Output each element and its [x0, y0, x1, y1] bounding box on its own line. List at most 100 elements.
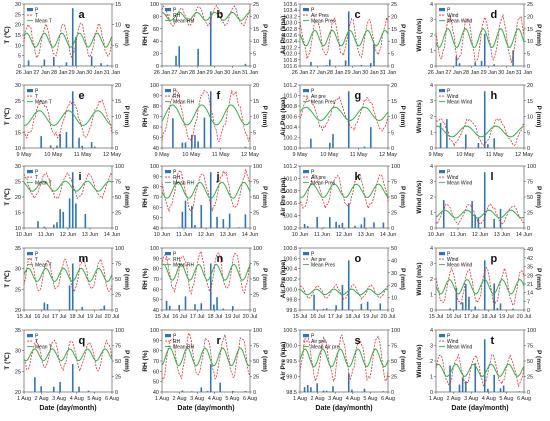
y-tick-label: 80	[153, 349, 159, 355]
series-line-rh	[161, 250, 251, 295]
series-line-mean-wind	[435, 125, 525, 138]
legend-label: T	[35, 175, 38, 181]
x-tick-label: 26 Jan	[428, 70, 445, 76]
y-axis-label: Air Pre (kpa)	[280, 16, 287, 55]
precip-bar	[71, 91, 74, 148]
precip-bar	[483, 260, 486, 310]
y2-tick-label: 5	[115, 43, 118, 49]
y2-tick-label: 75	[115, 344, 121, 350]
precip-bar	[200, 303, 203, 310]
y-tick-label: 70	[153, 195, 159, 201]
precip-bar	[468, 65, 470, 66]
y-tick-label: 2	[430, 33, 433, 39]
y2-tick-label: 10	[391, 296, 397, 302]
y-tick-label: 20	[153, 52, 159, 58]
legend-label: T	[35, 257, 38, 263]
precip-bar	[87, 390, 90, 392]
series-line-wind	[435, 353, 525, 388]
precip-bar	[197, 141, 199, 148]
panel-c: 101.6101.8102.0102.2102.4102.6102.8103.0…	[280, 2, 406, 76]
x-tick-label: 14 Jun	[104, 232, 121, 238]
x-tick-label: 10 May	[456, 152, 474, 158]
y2-tick-label: 50	[253, 277, 259, 283]
y2-tick-label: 50	[115, 195, 121, 201]
y-tick-label: 101.2	[283, 164, 297, 170]
y-axis-label: Air Pre (kpa)	[280, 260, 287, 299]
y-tick-label: 100.6	[283, 201, 297, 207]
x-tick-label: 10 Jun	[292, 232, 309, 238]
y-tick-label: 15	[15, 33, 21, 39]
precip-bar	[347, 373, 350, 392]
precip-bar	[94, 146, 96, 148]
legend-swatch	[27, 170, 33, 174]
precip-bar	[228, 213, 231, 228]
precip-bar	[474, 306, 477, 310]
y2-tick-label: 50	[527, 359, 533, 365]
precip-bar	[181, 142, 184, 148]
y-tick-label: 25	[15, 369, 21, 375]
y-tick-label: 80	[153, 267, 159, 273]
x-tick-label: 28 Jan	[327, 70, 344, 76]
series-line-mean-air-pre	[299, 348, 389, 368]
y-tick-label: 20	[15, 115, 21, 121]
precip-bar	[71, 172, 74, 228]
y-axis-label: Wind (m/s)	[416, 344, 423, 377]
precip-bar	[184, 142, 187, 148]
y-tick-label: 3	[430, 18, 433, 24]
series-line-air-pre	[299, 333, 389, 383]
y2-tick-label: 75	[253, 344, 259, 350]
x-tick-label: 13 Jun	[494, 232, 511, 238]
x-tick-label: 14 Jun	[380, 232, 397, 238]
precip-bar	[81, 145, 83, 148]
legend-label: P	[447, 88, 451, 94]
y-axis-label: T (℃)	[3, 352, 11, 369]
series-line-rh	[161, 89, 251, 142]
legend-label: P	[447, 7, 451, 13]
precip-bar	[68, 198, 71, 228]
y-tick-label: 99.6	[286, 308, 297, 314]
y-axis-label: T (℃)	[3, 108, 11, 125]
x-tick-label: 6 Aug	[381, 396, 395, 402]
panel-letter: o	[355, 253, 362, 265]
legend-label: RH	[173, 339, 181, 345]
legend-label: Wind	[447, 94, 459, 100]
legend-label: Air pre	[311, 339, 326, 345]
y-tick-label: 100.6	[283, 256, 297, 262]
legend-label: Mean T	[35, 18, 52, 24]
y2-tick-label: 0	[253, 226, 256, 232]
y-tick-label: 103.0	[283, 21, 297, 27]
series-line-rh	[161, 4, 251, 27]
y2-tick-label: 15	[115, 2, 121, 8]
precip-bar	[382, 391, 385, 392]
legend-label: Mean Pres	[311, 262, 336, 268]
legend-label: Mean Pres	[311, 18, 336, 24]
precip-bar	[244, 309, 247, 310]
y-tick-label: 0	[430, 146, 433, 152]
y2-tick-label: 5	[391, 130, 394, 136]
x-tick-label: 12 Jun	[198, 232, 215, 238]
y-tick-label: 0	[430, 390, 433, 396]
x-tick-label: 13 Jun	[82, 232, 99, 238]
y-tick-label: 1	[430, 375, 433, 381]
y-tick-label: 35	[15, 246, 21, 252]
y2-tick-label: 25	[391, 211, 397, 217]
y-axis-label: T (℃)	[3, 26, 11, 43]
precip-bar	[373, 222, 375, 228]
precip-bar	[209, 263, 212, 310]
precip-bar	[335, 221, 337, 228]
legend-label: P	[35, 333, 39, 339]
precip-bar	[325, 65, 328, 66]
y-tick-label: 25	[15, 99, 21, 105]
precip-bar	[329, 217, 331, 228]
panel-letter: f	[217, 90, 221, 102]
y-tick-label: 40	[153, 146, 159, 152]
precip-bar	[471, 201, 473, 228]
legend-label: P	[311, 333, 315, 339]
precip-bar	[191, 391, 193, 392]
y2-axis-label: P (mm)	[123, 350, 130, 372]
x-tick-label: 3 Aug	[190, 396, 204, 402]
precip-bar	[56, 222, 58, 228]
y-tick-label: 100	[150, 2, 159, 8]
precip-bar	[493, 283, 495, 310]
x-tick-label: 2 Aug	[311, 396, 325, 402]
